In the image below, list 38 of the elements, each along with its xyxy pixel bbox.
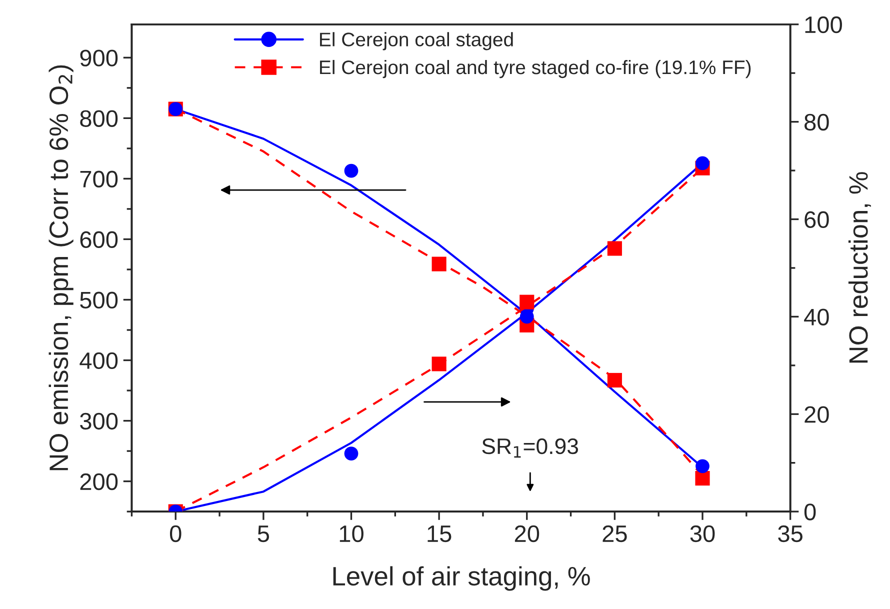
y2-axis-title: NO reduction, % bbox=[848, 172, 871, 363]
y2-tick-label: 40 bbox=[804, 308, 829, 326]
y-tick-label: 900 bbox=[80, 50, 118, 66]
y-tick-label: 600 bbox=[80, 231, 118, 248]
annotation: SR$_{1}$=0.93 bbox=[482, 438, 578, 458]
point bbox=[344, 164, 358, 178]
point bbox=[344, 446, 358, 461]
y2-tick-label: 20 bbox=[804, 406, 829, 423]
x-tick-label: 0 bbox=[170, 525, 182, 542]
point bbox=[520, 294, 534, 310]
point bbox=[607, 241, 622, 256]
y-tick-label: 800 bbox=[80, 110, 118, 127]
x-tick-label: 35 bbox=[778, 525, 802, 542]
x-tick-label: 10 bbox=[340, 525, 364, 542]
legend-label: El Cerejon coal and tyre staged co-fire (19.1% FF) bbox=[320, 60, 751, 78]
x-tick-label: 25 bbox=[602, 525, 627, 542]
point bbox=[432, 356, 446, 372]
y2-tick-label: 60 bbox=[804, 211, 829, 228]
y-axis-title: NO emission, ppm (Corr to 6% O$_{2}$) bbox=[48, 65, 74, 470]
y-tick-label: 300 bbox=[80, 412, 118, 430]
x-tick-label: 15 bbox=[428, 526, 452, 542]
x-axis-title: Level of air staging, % bbox=[333, 566, 590, 591]
point bbox=[696, 156, 710, 170]
point bbox=[432, 256, 446, 272]
x-tick-label: 20 bbox=[514, 525, 540, 542]
y-tick-label: 400 bbox=[80, 352, 118, 370]
y2-tick-label: 100 bbox=[805, 16, 842, 34]
x-tick-label: 30 bbox=[690, 525, 715, 542]
point bbox=[695, 470, 710, 486]
y-tick-label: 500 bbox=[80, 292, 118, 309]
y-tick-label: 200 bbox=[80, 473, 118, 490]
y2-tick-label: 80 bbox=[804, 114, 829, 131]
point bbox=[696, 459, 710, 474]
point bbox=[607, 372, 622, 388]
legend-label: El Cerejon coal staged bbox=[320, 32, 513, 50]
y-tick-label: 700 bbox=[80, 170, 118, 188]
y2-tick-label: 0 bbox=[804, 504, 816, 520]
x-tick-label: 5 bbox=[258, 526, 270, 542]
